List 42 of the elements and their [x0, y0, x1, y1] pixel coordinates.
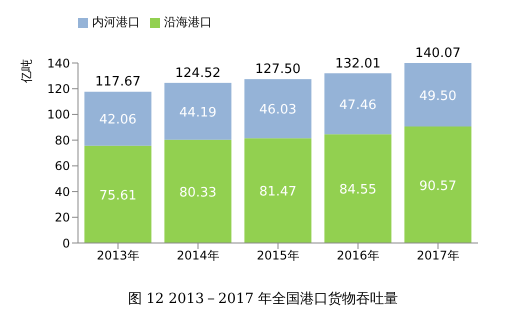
x-tick-label: 2015年: [256, 248, 300, 263]
bar: [404, 63, 472, 127]
x-tick-label: 2014年: [176, 248, 220, 263]
bar: [164, 140, 232, 243]
bar: [244, 79, 312, 138]
y-tick-label: 120: [47, 82, 70, 96]
y-tick-label: 100: [47, 108, 70, 122]
legend-label: 内河港口: [92, 15, 140, 29]
x-tick-label: 2016年: [336, 248, 380, 263]
bar: [84, 92, 152, 146]
text: 47.46: [339, 98, 377, 113]
text: 81.47: [259, 184, 297, 200]
legend-label: 沿海港口: [164, 15, 212, 29]
text: 46.03: [259, 102, 297, 118]
text: 图 12 2013－2017 年全国港口货物吞吐量: [126, 290, 400, 308]
bar: [84, 146, 152, 243]
x-tick-label: 2013年: [96, 248, 140, 263]
y-axis-title: 亿吨: [19, 59, 34, 84]
text: 80.33: [179, 185, 217, 200]
y-tick-label: 20: [54, 210, 70, 225]
total-label: 117.67: [95, 74, 141, 90]
bar: [164, 82, 232, 140]
bar: [404, 126, 472, 243]
y-tick-label: 140: [47, 56, 70, 70]
bar: [324, 134, 392, 243]
y-tick-label: 80: [54, 133, 70, 148]
total-label: 127.50: [255, 62, 301, 78]
y-tick-label: 60: [54, 159, 70, 174]
text: 75.61: [99, 188, 137, 204]
y-tick-label: 40: [54, 184, 70, 199]
text: 90.57: [419, 178, 457, 194]
text: 42.06: [99, 112, 137, 128]
total-label: 140.07: [415, 46, 461, 61]
text: 44.19: [179, 105, 217, 120]
text: 84.55: [339, 182, 377, 198]
total-label: 132.01: [335, 56, 381, 72]
text: 49.50: [419, 88, 457, 104]
y-tick-label: 0: [62, 236, 70, 250]
bar: [244, 138, 312, 243]
total-label: 124.52: [175, 66, 221, 81]
x-tick-label: 2017年: [416, 248, 460, 263]
bar: [324, 73, 392, 134]
